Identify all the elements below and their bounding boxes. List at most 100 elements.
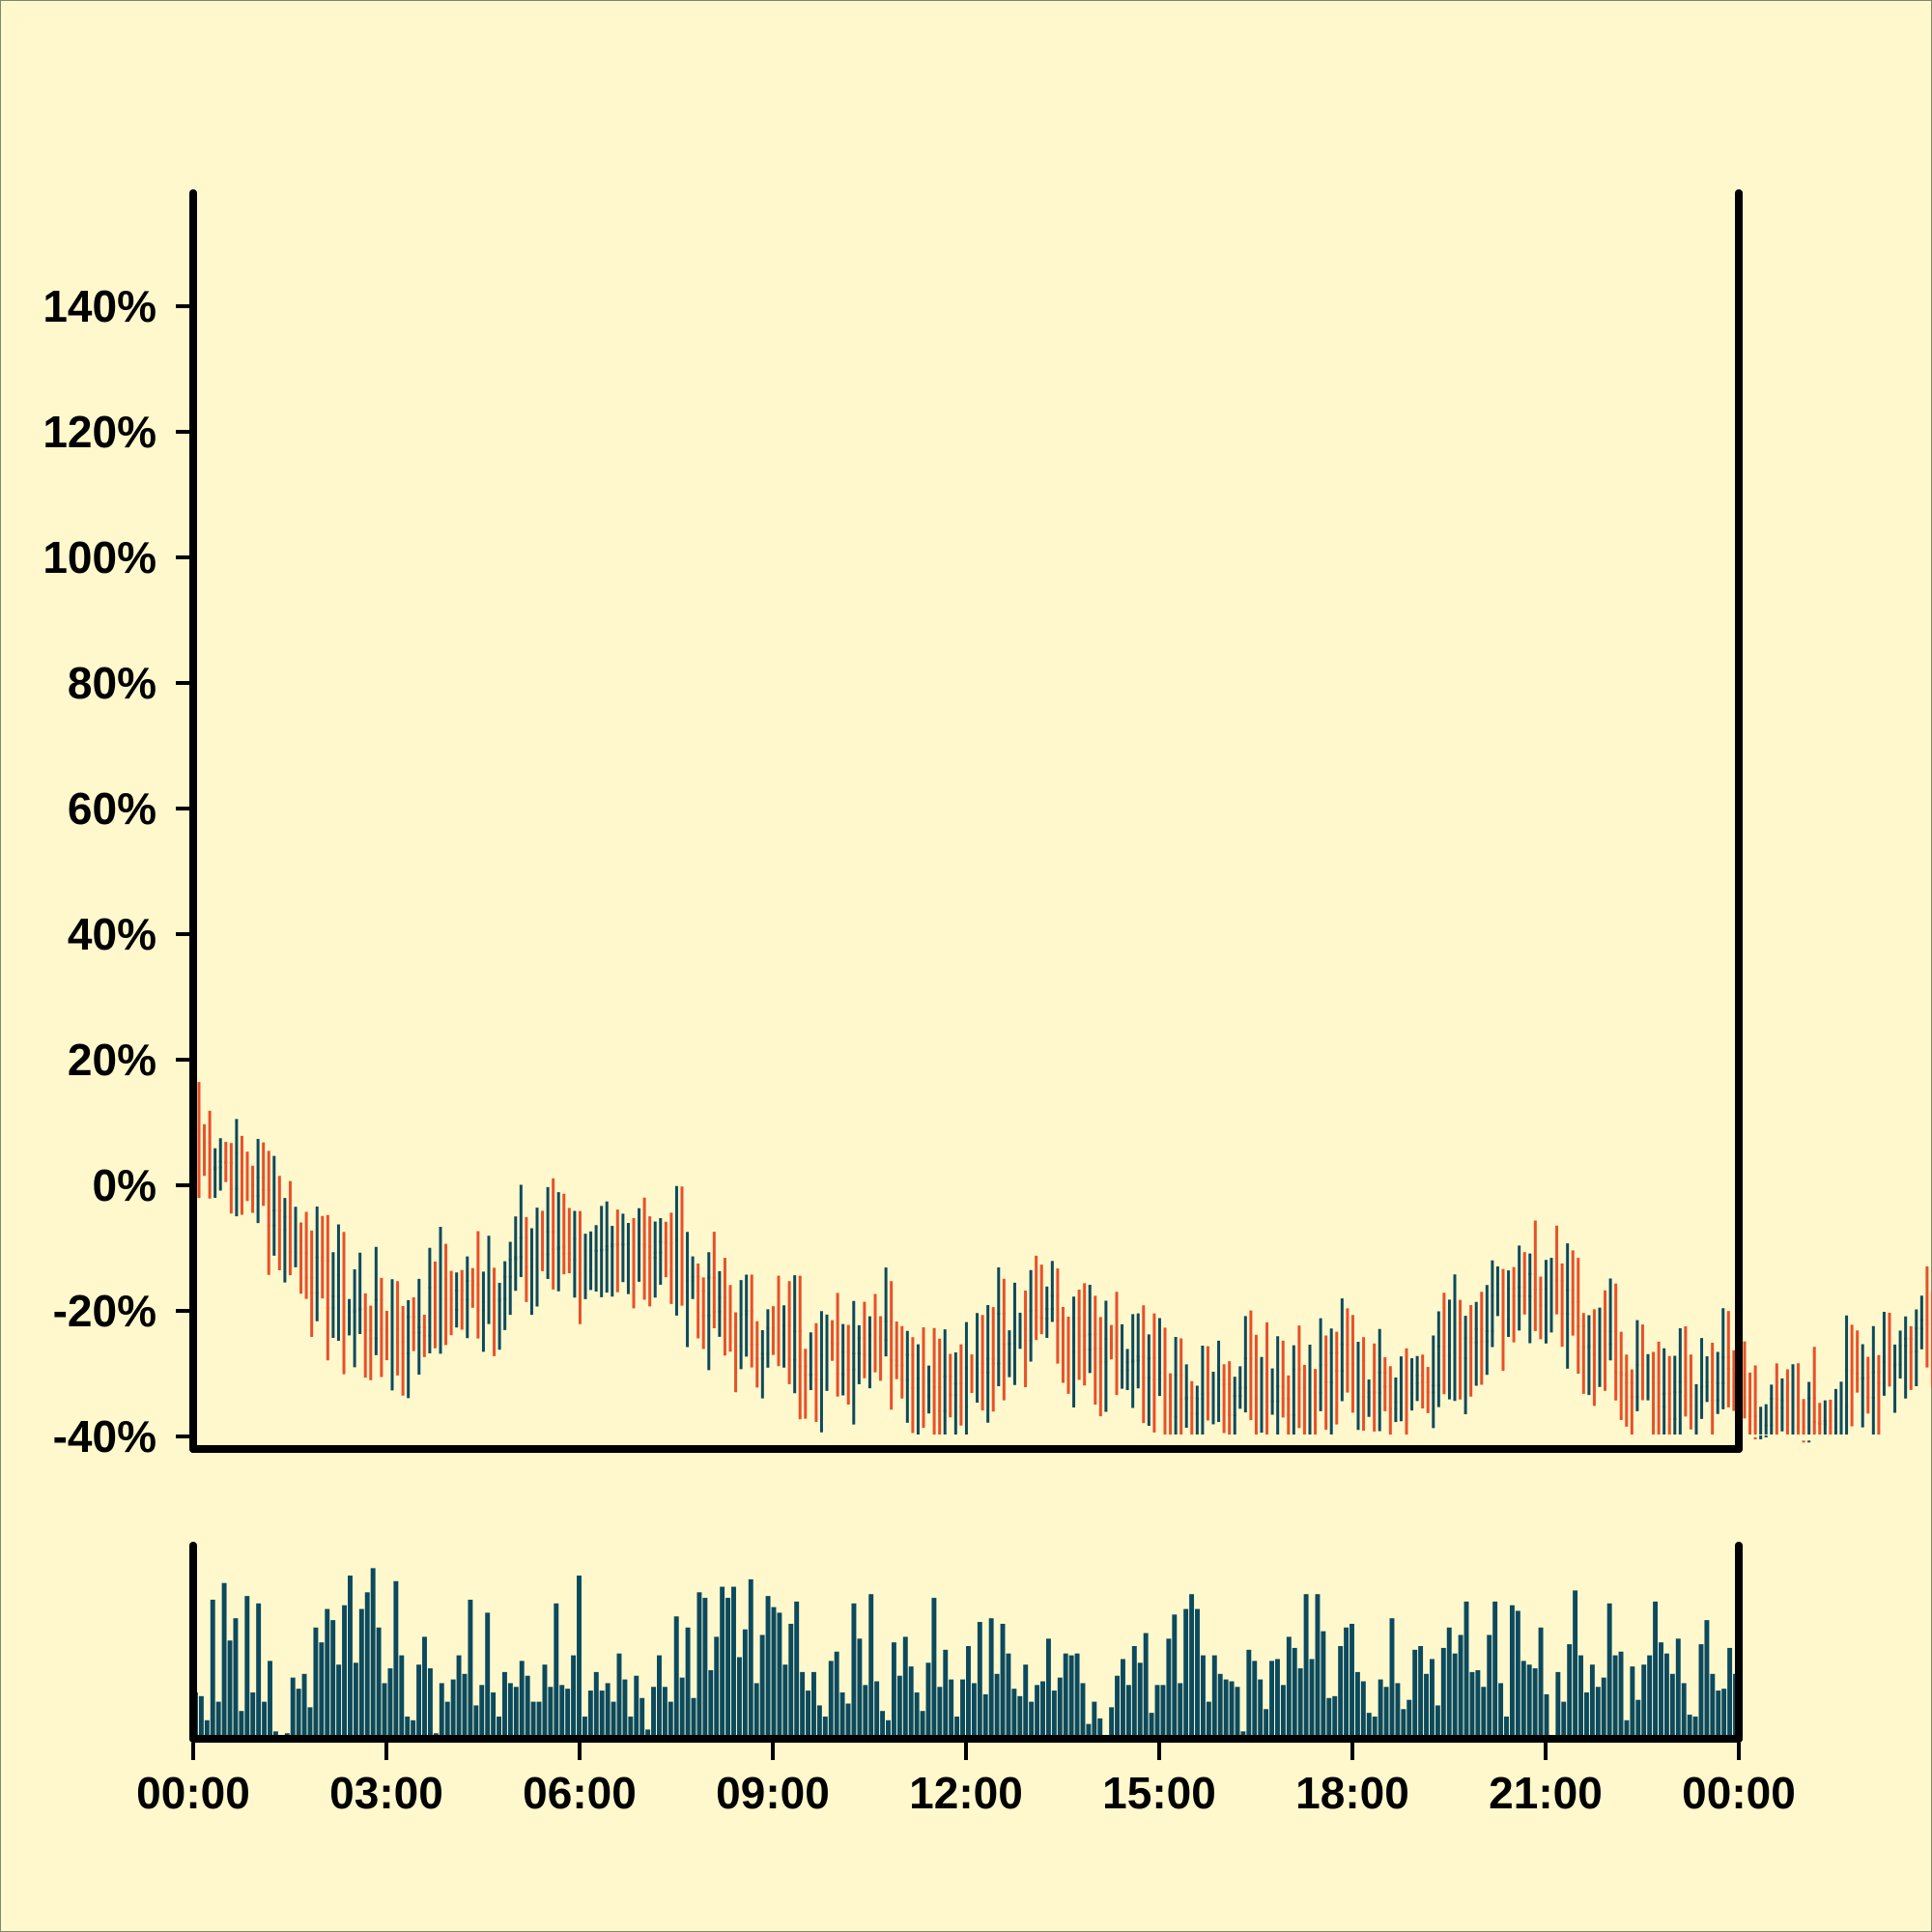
ohlc-bar bbox=[1297, 1325, 1301, 1429]
volume-bar bbox=[1675, 1638, 1681, 1739]
ohlc-bar bbox=[455, 1272, 459, 1328]
volume-bar bbox=[1595, 1687, 1601, 1739]
ohlc-bar bbox=[1748, 1372, 1752, 1435]
ohlc-bar bbox=[208, 1110, 212, 1199]
ohlc-bar bbox=[1314, 1369, 1318, 1435]
ohlc-bar bbox=[1775, 1363, 1778, 1435]
ohlc-bar bbox=[380, 1277, 384, 1378]
ohlc-bar bbox=[1845, 1315, 1849, 1435]
volume-bar bbox=[422, 1636, 427, 1739]
ohlc-bar bbox=[203, 1123, 207, 1177]
ohlc-bar bbox=[1340, 1298, 1344, 1402]
ohlc-bar bbox=[1035, 1255, 1038, 1341]
y-tick-label: 100% bbox=[43, 532, 156, 582]
y-tick-label: 0% bbox=[93, 1160, 156, 1210]
ohlc-bar bbox=[541, 1210, 545, 1271]
x-tick-label: 15:00 bbox=[1102, 1768, 1216, 1818]
ohlc-bar bbox=[1678, 1328, 1682, 1435]
ohlc-bar bbox=[1362, 1337, 1366, 1431]
volume-bar bbox=[857, 1638, 863, 1739]
volume-bar bbox=[382, 1683, 387, 1739]
volume-bar bbox=[1258, 1679, 1264, 1739]
ohlc-bar bbox=[890, 1281, 894, 1410]
ohlc-bar bbox=[1249, 1310, 1253, 1421]
ohlc-bar bbox=[1136, 1313, 1140, 1389]
volume-bar bbox=[628, 1716, 634, 1739]
ohlc-bar bbox=[514, 1216, 518, 1292]
ohlc-bar bbox=[1888, 1312, 1891, 1387]
volume-bar bbox=[1435, 1705, 1440, 1739]
volume-bar bbox=[1504, 1716, 1509, 1739]
ohlc-bar bbox=[369, 1305, 373, 1380]
ohlc-bar bbox=[1436, 1311, 1440, 1407]
volume-bar bbox=[1669, 1673, 1675, 1739]
volume-bar bbox=[336, 1664, 342, 1739]
ohlc-bar bbox=[857, 1324, 861, 1384]
ohlc-bar bbox=[659, 1218, 663, 1285]
ohlc-bar bbox=[1743, 1341, 1747, 1419]
ohlc-bar bbox=[922, 1327, 925, 1429]
volume-bar bbox=[1000, 1623, 1006, 1739]
volume-bar bbox=[210, 1600, 215, 1739]
ohlc-bar bbox=[1195, 1385, 1199, 1435]
volume-bar bbox=[908, 1666, 914, 1739]
volume-bar bbox=[1487, 1634, 1492, 1739]
ohlc-bar bbox=[363, 1293, 367, 1378]
ohlc-bar bbox=[718, 1270, 722, 1337]
volume-bar bbox=[988, 1618, 994, 1739]
ohlc-bar bbox=[1614, 1283, 1618, 1401]
ohlc-bar bbox=[1861, 1344, 1864, 1428]
ohlc-bar bbox=[1732, 1350, 1736, 1411]
ohlc-bar bbox=[1785, 1369, 1789, 1435]
ohlc-bar bbox=[895, 1321, 898, 1379]
volume-bar bbox=[1589, 1664, 1595, 1739]
volume-bar bbox=[1481, 1687, 1487, 1739]
volume-bar bbox=[1458, 1634, 1463, 1739]
ohlc-bar bbox=[1174, 1336, 1178, 1435]
volume-bar bbox=[1475, 1669, 1481, 1739]
volume-bar bbox=[479, 1685, 485, 1739]
ohlc-bar bbox=[825, 1314, 829, 1391]
ohlc-bar bbox=[1592, 1309, 1596, 1406]
ohlc-bar bbox=[1045, 1286, 1049, 1338]
volume-bar bbox=[982, 1693, 988, 1739]
ohlc-bar bbox=[1432, 1335, 1435, 1429]
volume-bar bbox=[657, 1655, 662, 1739]
ohlc-bar bbox=[632, 1218, 636, 1309]
volume-bar bbox=[960, 1679, 965, 1739]
volume-bar bbox=[886, 1719, 891, 1739]
ohlc-bar bbox=[245, 1151, 249, 1202]
ohlc-bar bbox=[867, 1316, 871, 1389]
volume-bar bbox=[1068, 1655, 1074, 1739]
ohlc-bar bbox=[1388, 1366, 1392, 1435]
ohlc-bar bbox=[1662, 1348, 1666, 1435]
ohlc-bar bbox=[348, 1298, 352, 1336]
ohlc-bar bbox=[1866, 1356, 1870, 1414]
volume-bar bbox=[497, 1716, 501, 1739]
ohlc-bar bbox=[1684, 1326, 1688, 1417]
ohlc-bar bbox=[428, 1247, 432, 1354]
volume-bar bbox=[1321, 1631, 1326, 1739]
ohlc-bar bbox=[519, 1184, 523, 1278]
ohlc-bar bbox=[674, 1185, 678, 1316]
ohlc-bar bbox=[1850, 1324, 1854, 1427]
volume-bar bbox=[880, 1711, 886, 1739]
ohlc-bar bbox=[1694, 1383, 1698, 1435]
y-tick-label: 80% bbox=[68, 658, 156, 708]
ohlc-bar bbox=[283, 1198, 287, 1283]
x-tick-label: 18:00 bbox=[1295, 1768, 1409, 1818]
volume-bar bbox=[925, 1662, 931, 1739]
ohlc-bar bbox=[508, 1241, 512, 1316]
volume-bar bbox=[1612, 1655, 1618, 1739]
volume-bar bbox=[1630, 1666, 1635, 1739]
volume-bar bbox=[622, 1679, 628, 1739]
ohlc-bar bbox=[1507, 1270, 1511, 1338]
volume-bar bbox=[1280, 1685, 1286, 1739]
volume-bar bbox=[1350, 1623, 1354, 1739]
ohlc-bar bbox=[938, 1338, 942, 1435]
volume-bar bbox=[1269, 1661, 1274, 1739]
volume-bar bbox=[806, 1690, 810, 1739]
ohlc-bar bbox=[1705, 1356, 1709, 1403]
x-tick-label: 06:00 bbox=[523, 1768, 637, 1818]
ohlc-bar bbox=[638, 1208, 641, 1282]
